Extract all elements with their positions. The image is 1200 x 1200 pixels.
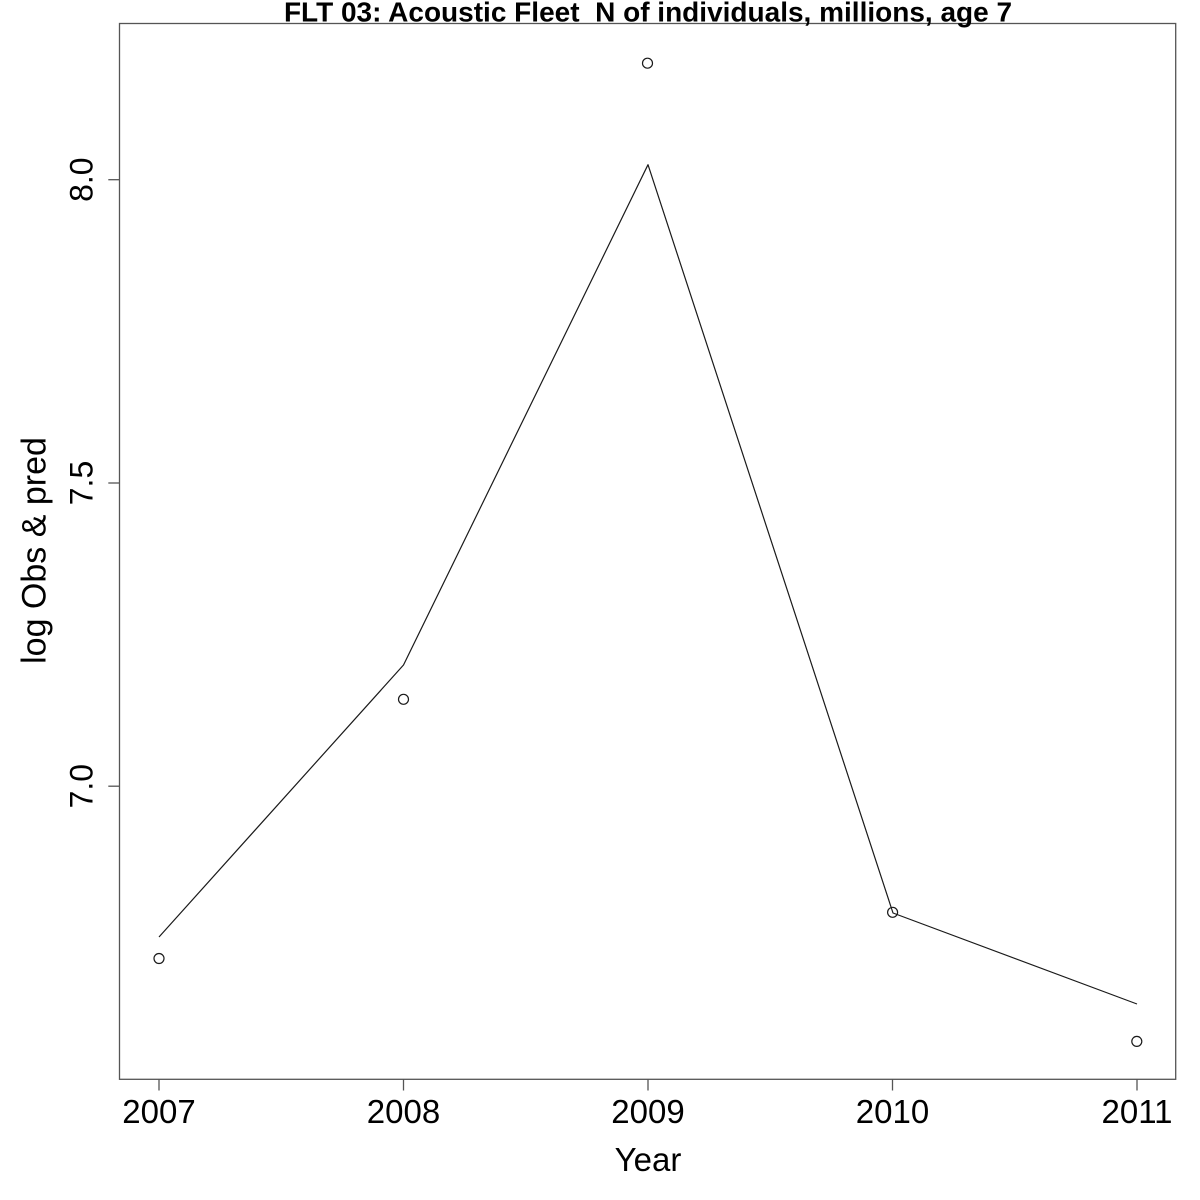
- svg-text:7.0: 7.0: [64, 764, 100, 808]
- svg-text:FLT 03: Acoustic Fleet N of i: FLT 03: Acoustic Fleet N of individuals,…: [284, 0, 1012, 27]
- svg-text:2008: 2008: [367, 1093, 440, 1130]
- svg-text:2007: 2007: [122, 1093, 195, 1130]
- svg-text:2011: 2011: [1102, 1093, 1173, 1130]
- svg-text:log Obs & pred: log Obs & pred: [15, 437, 53, 664]
- svg-text:8.0: 8.0: [64, 157, 100, 201]
- svg-text:2009: 2009: [611, 1093, 684, 1130]
- svg-text:Year: Year: [615, 1141, 682, 1178]
- svg-text:2010: 2010: [856, 1093, 929, 1130]
- svg-text:7.5: 7.5: [64, 461, 100, 505]
